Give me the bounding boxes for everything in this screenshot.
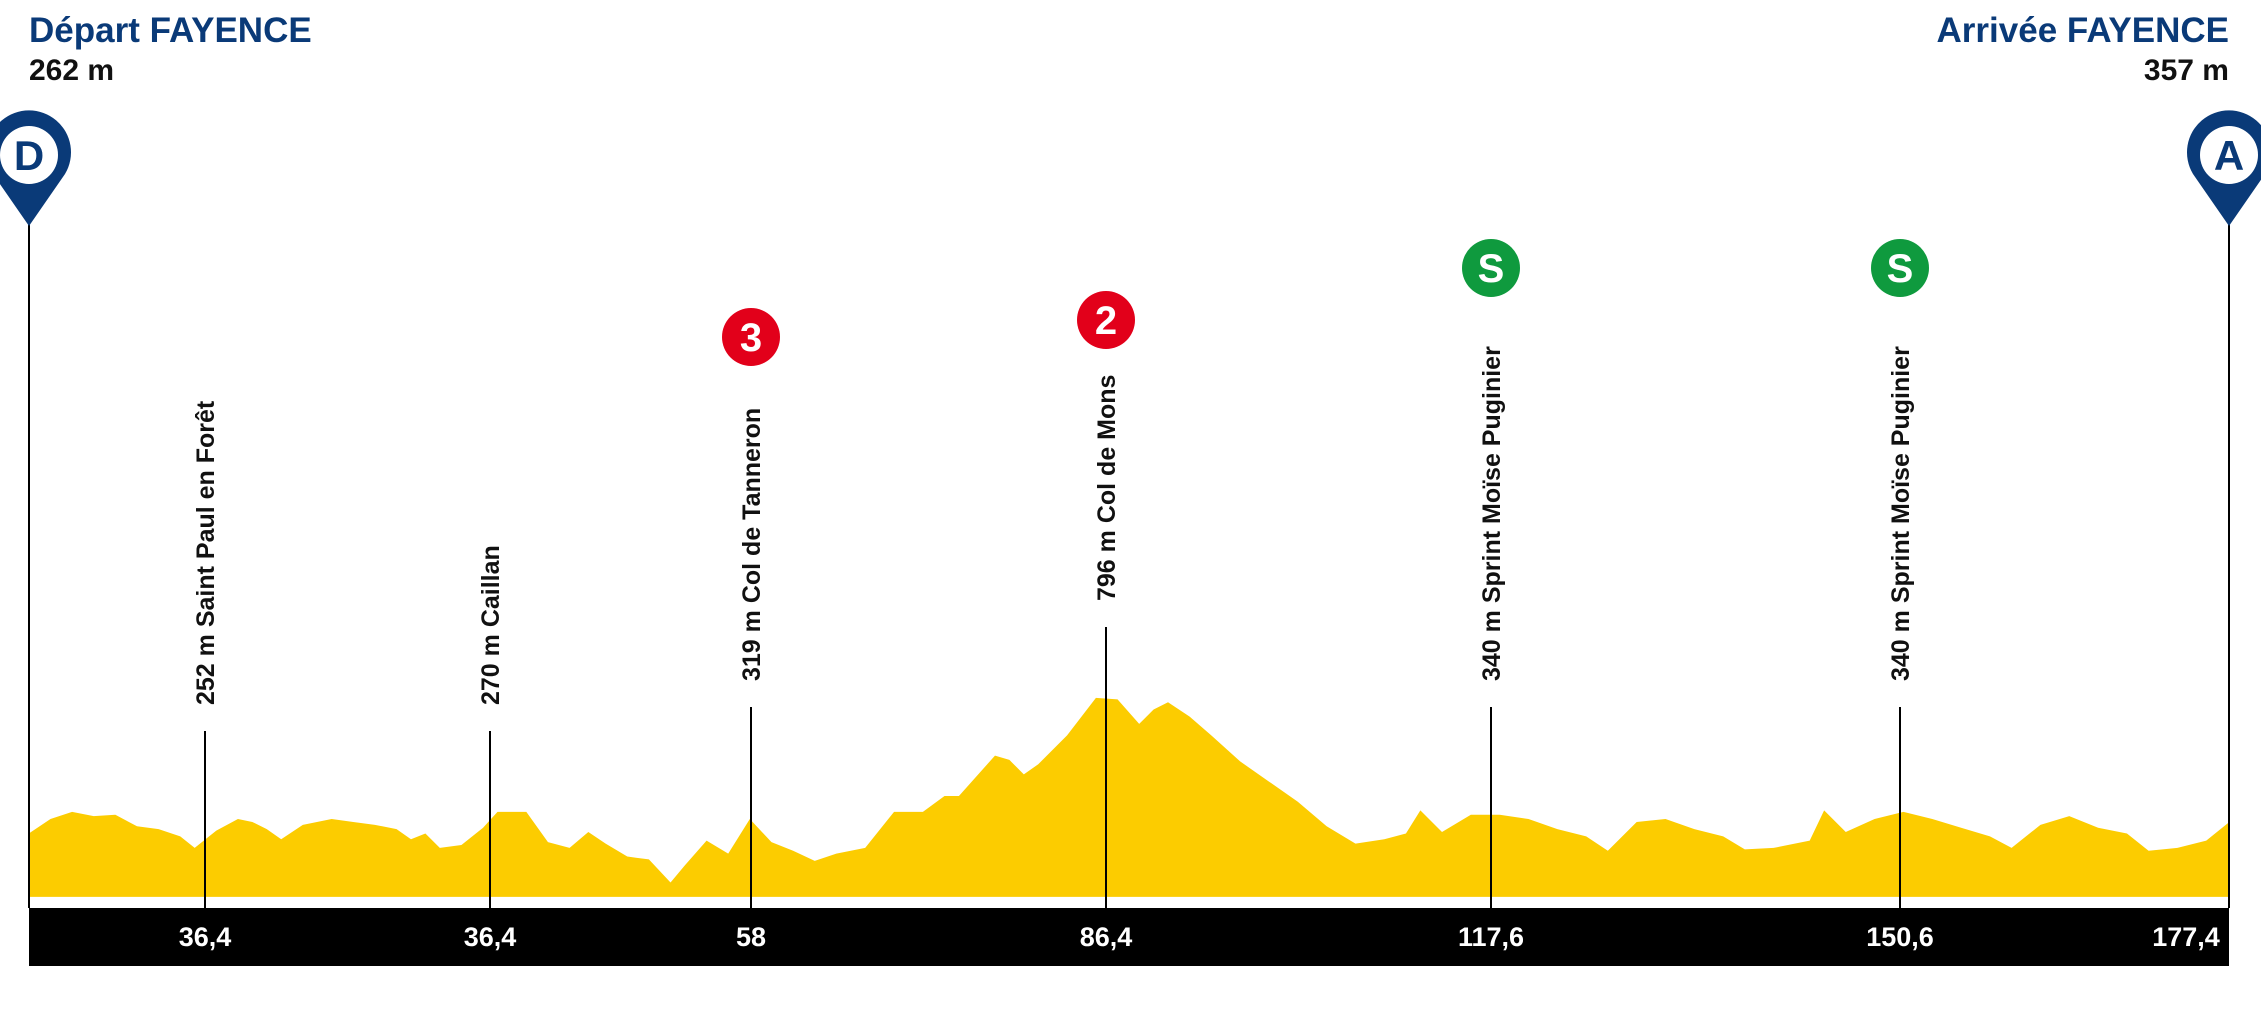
start-title: Départ FAYENCE xyxy=(29,11,312,50)
km-label: 58 xyxy=(736,922,766,952)
marker-name: 340 m Sprint Moïse Puginier xyxy=(1478,346,1506,681)
km-label: 117,6 xyxy=(1458,922,1524,952)
km-label: 36,4 xyxy=(464,922,517,952)
km-label: 36,4 xyxy=(179,922,232,952)
profile xyxy=(28,697,2230,897)
climb-badge xyxy=(1077,291,1135,349)
finish-elevation: 357 m xyxy=(2144,54,2229,87)
finish-title: Arrivée FAYENCE xyxy=(1937,11,2229,50)
marker-name: 270 m Caillan xyxy=(477,545,505,705)
elevation-profile xyxy=(28,697,2230,897)
start-pin-label: D xyxy=(14,132,44,179)
finish-pin: A xyxy=(2187,110,2261,226)
climb-badge xyxy=(1871,239,1929,297)
start-elevation: 262 m xyxy=(29,54,114,87)
finish-pin-label: A xyxy=(2214,132,2244,179)
climb-badge xyxy=(1462,239,1520,297)
marker-name: 252 m Saint Paul en Forêt xyxy=(192,400,220,705)
start-pin: D xyxy=(0,110,71,226)
marker-name: 796 m Col de Mons xyxy=(1093,375,1121,601)
badge-label: S xyxy=(1478,247,1505,291)
km-label: 86,4 xyxy=(1080,922,1133,952)
badge-label: S xyxy=(1887,247,1914,291)
distance-bar xyxy=(29,908,2229,966)
km-label: 177,4 xyxy=(2152,922,2220,952)
marker-name: 340 m Sprint Moïse Puginier xyxy=(1887,346,1915,681)
badge-label: 2 xyxy=(1095,299,1117,343)
climb-badge xyxy=(722,308,780,366)
badge-label: 3 xyxy=(740,316,762,360)
km-label: 150,6 xyxy=(1866,922,1934,952)
marker-name: 319 m Col de Tanneron xyxy=(738,408,766,681)
